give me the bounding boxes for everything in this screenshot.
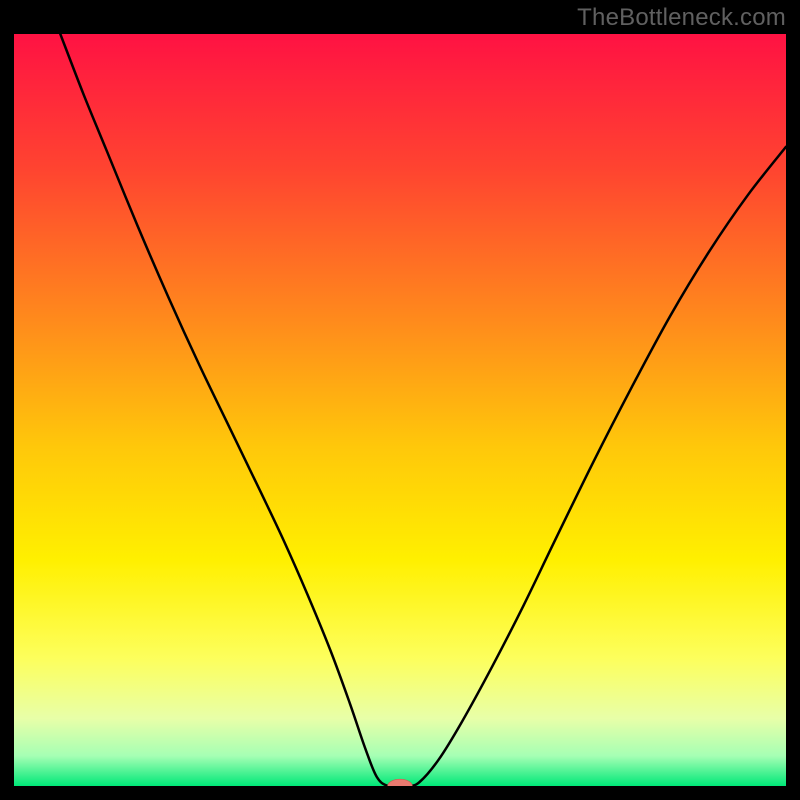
watermark-text: TheBottleneck.com: [577, 4, 786, 32]
gradient-background: [14, 34, 786, 786]
plot-area: [14, 34, 786, 786]
chart-frame: TheBottleneck.com: [0, 0, 800, 800]
bottleneck-chart-svg: [14, 34, 786, 786]
